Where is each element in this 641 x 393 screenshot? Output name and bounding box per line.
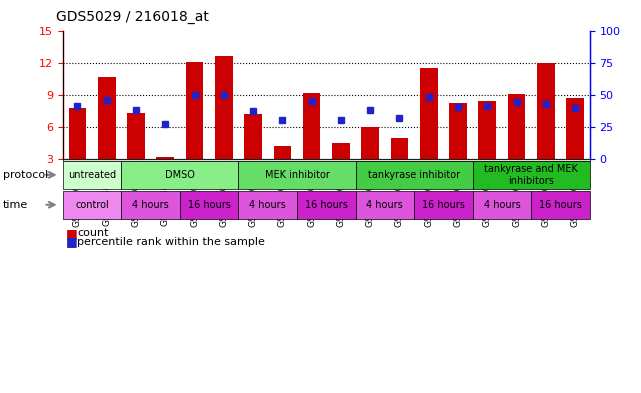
Text: percentile rank within the sample: percentile rank within the sample xyxy=(77,237,265,247)
Text: 4 hours: 4 hours xyxy=(367,200,403,210)
Text: 16 hours: 16 hours xyxy=(422,200,465,210)
Bar xyxy=(390,138,408,159)
Bar xyxy=(156,157,174,159)
Bar xyxy=(449,103,467,159)
Bar xyxy=(332,143,350,159)
Bar xyxy=(420,68,438,159)
Text: MEK inhibitor: MEK inhibitor xyxy=(265,170,329,180)
Text: 4 hours: 4 hours xyxy=(132,200,169,210)
Text: DMSO: DMSO xyxy=(165,170,195,180)
Text: 16 hours: 16 hours xyxy=(305,200,347,210)
Text: time: time xyxy=(3,200,28,210)
Text: untreated: untreated xyxy=(68,170,116,180)
Text: control: control xyxy=(75,200,109,210)
Text: tankyrase inhibitor: tankyrase inhibitor xyxy=(368,170,460,180)
Bar xyxy=(215,56,233,159)
Text: 4 hours: 4 hours xyxy=(483,200,520,210)
Text: 16 hours: 16 hours xyxy=(539,200,582,210)
Bar xyxy=(508,94,526,159)
Bar xyxy=(566,99,584,159)
Bar xyxy=(303,93,320,159)
Bar xyxy=(186,62,203,159)
Text: protocol: protocol xyxy=(3,170,49,180)
Bar xyxy=(69,108,87,159)
Bar xyxy=(127,114,145,159)
Text: ■: ■ xyxy=(66,235,78,248)
Text: count: count xyxy=(77,228,108,239)
Text: ■: ■ xyxy=(66,227,78,240)
Text: tankyrase and MEK
inhibitors: tankyrase and MEK inhibitors xyxy=(484,164,578,185)
Text: GDS5029 / 216018_at: GDS5029 / 216018_at xyxy=(56,10,209,24)
Bar xyxy=(362,127,379,159)
Bar xyxy=(274,146,291,159)
Bar xyxy=(537,63,554,159)
Bar xyxy=(478,101,496,159)
Text: 16 hours: 16 hours xyxy=(188,200,231,210)
Bar xyxy=(244,114,262,159)
Bar xyxy=(98,77,115,159)
Text: 4 hours: 4 hours xyxy=(249,200,286,210)
